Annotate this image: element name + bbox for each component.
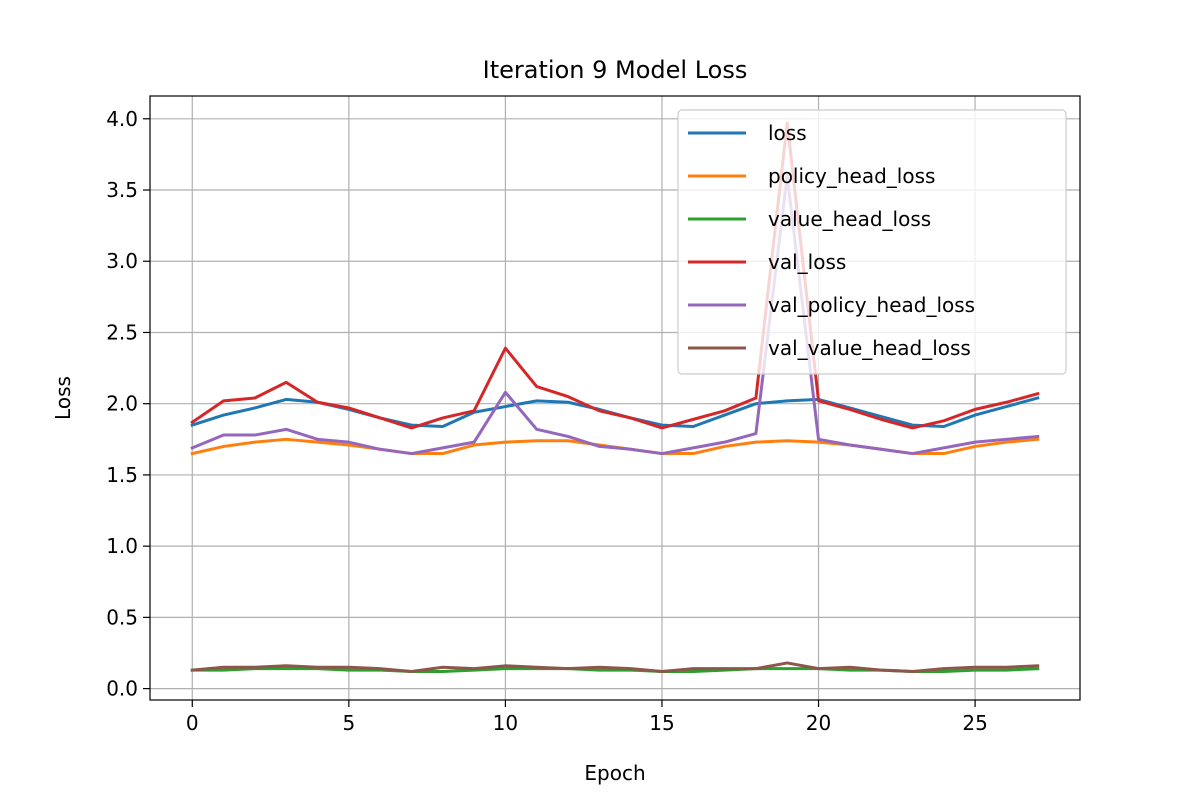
axis-ticks: 0 5 10 15 20 25 0.0 0.5 1.0 1.5 2.0 2.5 3.0 3.5 4.0 bbox=[106, 107, 988, 735]
series-lines bbox=[190, 121, 1040, 674]
x-tick-label: 20 bbox=[806, 711, 831, 735]
y-tick-label: 3.0 bbox=[106, 249, 138, 273]
legend-label-loss: loss bbox=[768, 121, 807, 145]
y-tick-label: 4.0 bbox=[106, 107, 138, 131]
legend-label-value-head-loss: value_head_loss bbox=[768, 207, 931, 231]
legend-label-val-value-head-loss: val_value_head_loss bbox=[768, 336, 971, 360]
x-tick-label: 5 bbox=[342, 711, 355, 735]
y-tick-label: 2.0 bbox=[106, 392, 138, 416]
legend-label-policy-head-loss: policy_head_loss bbox=[768, 164, 935, 188]
legend-label-val-policy-head-loss: val_policy_head_loss bbox=[768, 293, 975, 317]
legend-label-val-loss: val_loss bbox=[768, 250, 846, 274]
x-tick-label: 10 bbox=[493, 711, 518, 735]
y-tick-label: 0.0 bbox=[106, 677, 138, 701]
y-tick-label: 1.0 bbox=[106, 534, 138, 558]
plot-frame bbox=[149, 95, 1081, 701]
y-tick-label: 0.5 bbox=[106, 605, 138, 629]
x-tick-label: 15 bbox=[649, 711, 674, 735]
legend-box bbox=[677, 109, 1067, 375]
grid bbox=[150, 96, 1080, 700]
y-tick-label: 2.5 bbox=[106, 320, 138, 344]
series-line-val-loss bbox=[190, 121, 1040, 430]
series-line-val-policy-head-loss bbox=[190, 174, 1040, 456]
x-tick-label: 0 bbox=[186, 711, 199, 735]
y-tick-label: 3.5 bbox=[106, 178, 138, 202]
series-line-val-value-head-loss bbox=[190, 661, 1040, 674]
y-axis-label: Loss bbox=[51, 376, 75, 420]
x-axis-label: Epoch bbox=[584, 761, 645, 785]
legend: loss policy_head_loss value_head_loss val_l… bbox=[677, 109, 1067, 375]
chart-title: Iteration 9 Model Loss bbox=[483, 56, 748, 84]
x-tick-label: 25 bbox=[962, 711, 987, 735]
y-tick-label: 1.5 bbox=[106, 463, 138, 487]
